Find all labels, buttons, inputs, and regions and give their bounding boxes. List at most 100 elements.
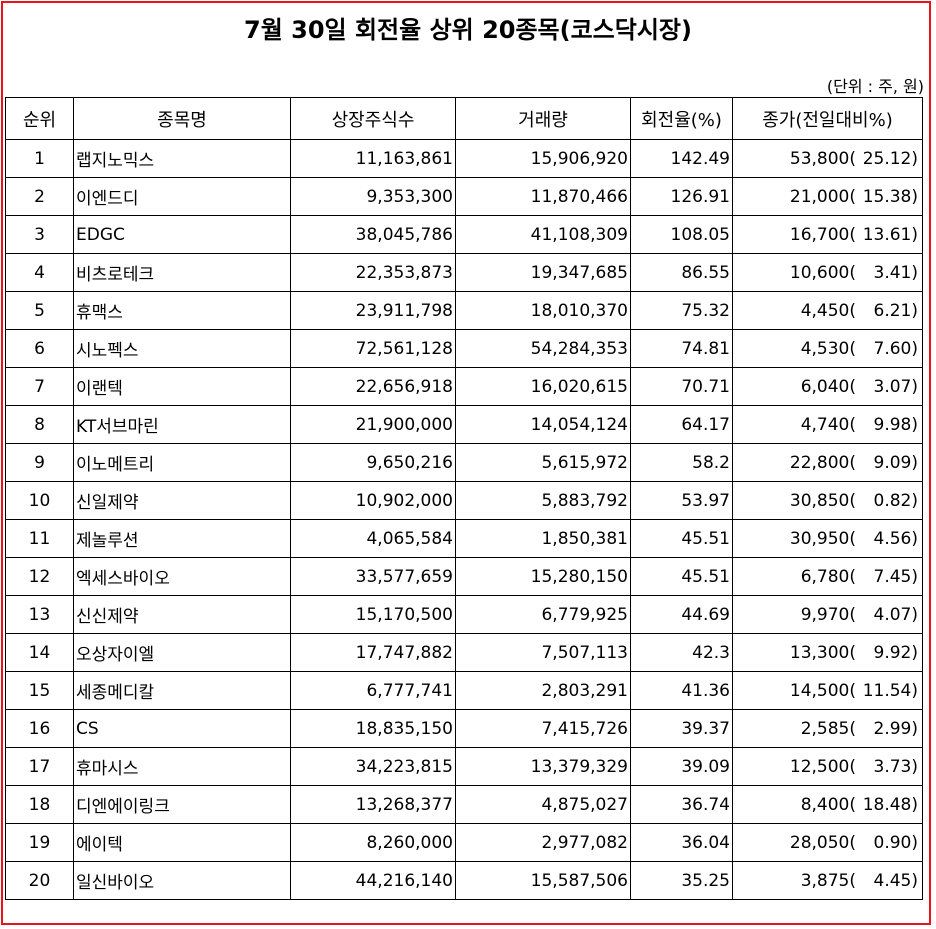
stock-name-cell: 신신제약: [73, 595, 291, 634]
volume-cell: 15,280,150: [455, 557, 631, 596]
change-percent-value: 4.45): [873, 870, 918, 891]
stock-name-cell: 세종메디칼: [73, 671, 291, 710]
turnover-cell: 58.2: [630, 443, 733, 482]
close-price-cell: 4,740(9.98): [732, 405, 923, 444]
change-percent-value: 6.21): [873, 300, 918, 321]
turnover-cell: 45.51: [630, 519, 733, 558]
stock-name-cell: 신일제약: [73, 481, 291, 520]
listed-shares-cell: 22,353,873: [290, 253, 456, 292]
rank-cell: 8: [5, 405, 74, 444]
close-price-value: 6,040(: [800, 376, 856, 397]
turnover-cell: 142.49: [630, 139, 733, 178]
close-price-cell: 4,530(7.60): [732, 329, 923, 368]
stock-name-cell: 휴마시스: [73, 747, 291, 786]
volume-cell: 13,379,329: [455, 747, 631, 786]
turnover-cell: 126.91: [630, 177, 733, 216]
turnover-cell: 53.97: [630, 481, 733, 520]
turnover-cell: 74.81: [630, 329, 733, 368]
listed-shares-cell: 8,260,000: [290, 823, 456, 862]
close-price-cell: 8,400(18.48): [732, 785, 923, 824]
change-percent-value: 4.56): [873, 528, 918, 549]
rank-cell: 10: [5, 481, 74, 520]
close-price-cell: 6,780( 7.45): [732, 557, 923, 596]
turnover-cell: 39.09: [630, 747, 733, 786]
stock-name-cell: 제놀루션: [73, 519, 291, 558]
turnover-cell: 45.51: [630, 557, 733, 596]
stock-name-cell: 시노펙스: [73, 329, 291, 368]
turnover-cell: 75.32: [630, 291, 733, 330]
listed-shares-cell: 13,268,377: [290, 785, 456, 824]
rank-cell: 2: [5, 177, 74, 216]
listed-shares-cell: 21,900,000: [290, 405, 456, 444]
stock-name-cell: KT서브마린: [73, 405, 291, 444]
rank-cell: 15: [5, 671, 74, 710]
table-row: 8 KT서브마린 21,900,000 14,054,124 64.17 4,740(9.…: [5, 405, 923, 444]
header-close-price: 종가(전일대비%): [732, 97, 923, 140]
volume-cell: 1,850,381: [455, 519, 631, 558]
volume-cell: 18,010,370: [455, 291, 631, 330]
close-price-value: 6,780(: [800, 566, 856, 587]
rank-cell: 5: [5, 291, 74, 330]
listed-shares-cell: 18,835,150: [290, 709, 456, 748]
turnover-cell: 42.3: [630, 633, 733, 672]
close-price-cell: 22,800(9.09): [732, 443, 923, 482]
change-percent-value: 2.99): [873, 718, 918, 739]
change-percent-value: 3.73): [873, 756, 918, 777]
close-price-cell: 30,950( 4.56): [732, 519, 923, 558]
change-percent-value: 7.45): [873, 566, 918, 587]
change-percent-value: 11.54): [862, 680, 918, 701]
rank-cell: 13: [5, 595, 74, 634]
close-price-value: 12,500(: [789, 756, 856, 777]
close-price-value: 4,450(: [800, 300, 856, 321]
close-price-value: 22,800(: [789, 452, 856, 473]
close-price-value: 30,950(: [789, 528, 856, 549]
volume-cell: 54,284,353: [455, 329, 631, 368]
close-price-cell: 2,585(2.99): [732, 709, 923, 748]
rank-cell: 4: [5, 253, 74, 292]
close-price-cell: 16,700(13.61): [732, 215, 923, 254]
change-percent-value: 7.60): [873, 338, 918, 359]
listed-shares-cell: 17,747,882: [290, 633, 456, 672]
table-row: 14 오상자이엘 17,747,882 7,507,113 42.3 13,300(9.9…: [5, 633, 923, 672]
close-price-cell: 9,970(4.07): [732, 595, 923, 634]
table-row: 1 랩지노믹스 11,163,861 15,906,920 142.49 53,800(2…: [5, 139, 923, 178]
listed-shares-cell: 11,163,861: [290, 139, 456, 178]
volume-cell: 15,906,920: [455, 139, 631, 178]
table-row: 10 신일제약 10,902,000 5,883,792 53.97 30,850(0.8…: [5, 481, 923, 520]
turnover-cell: 108.05: [630, 215, 733, 254]
turnover-cell: 36.04: [630, 823, 733, 862]
header-name: 종목명: [73, 97, 291, 140]
listed-shares-cell: 6,777,741: [290, 671, 456, 710]
header-turnover: 회전율(%): [630, 97, 733, 140]
volume-cell: 2,977,082: [455, 823, 631, 862]
close-price-value: 28,050(: [789, 832, 856, 853]
volume-cell: 7,415,726: [455, 709, 631, 748]
table-row: 19 에이텍 8,260,000 2,977,082 36.04 28,050(0.90): [5, 823, 923, 862]
rank-cell: 3: [5, 215, 74, 254]
stock-name-cell: EDGC: [73, 215, 291, 254]
volume-cell: 14,054,124: [455, 405, 631, 444]
close-price-cell: 3,875(4.45): [732, 861, 923, 900]
turnover-cell: 44.69: [630, 595, 733, 634]
change-percent-value: 0.82): [873, 490, 918, 511]
rank-cell: 12: [5, 557, 74, 596]
table-row: 16 CS 18,835,150 7,415,726 39.37 2,585(2.99): [5, 709, 923, 748]
stock-name-cell: CS: [73, 709, 291, 748]
close-price-value: 13,300(: [789, 642, 856, 663]
volume-cell: 2,803,291: [455, 671, 631, 710]
table-row: 2 이엔드디 9,353,300 11,870,466 126.91 21,000(15.…: [5, 177, 923, 216]
stock-name-cell: 이노메트리: [73, 443, 291, 482]
close-price-cell: 4,450( 6.21): [732, 291, 923, 330]
close-price-cell: 10,600(3.41): [732, 253, 923, 292]
rank-cell: 19: [5, 823, 74, 862]
close-price-value: 9,970(: [800, 604, 856, 625]
change-percent-value: 18.48): [862, 794, 918, 815]
rank-cell: 6: [5, 329, 74, 368]
rank-cell: 18: [5, 785, 74, 824]
turnover-cell: 36.74: [630, 785, 733, 824]
turnover-cell: 39.37: [630, 709, 733, 748]
volume-cell: 41,108,309: [455, 215, 631, 254]
table-row: 5 휴맥스 23,911,798 18,010,370 75.32 4,450(6.21): [5, 291, 923, 330]
turnover-cell: 86.55: [630, 253, 733, 292]
volume-cell: 6,779,925: [455, 595, 631, 634]
